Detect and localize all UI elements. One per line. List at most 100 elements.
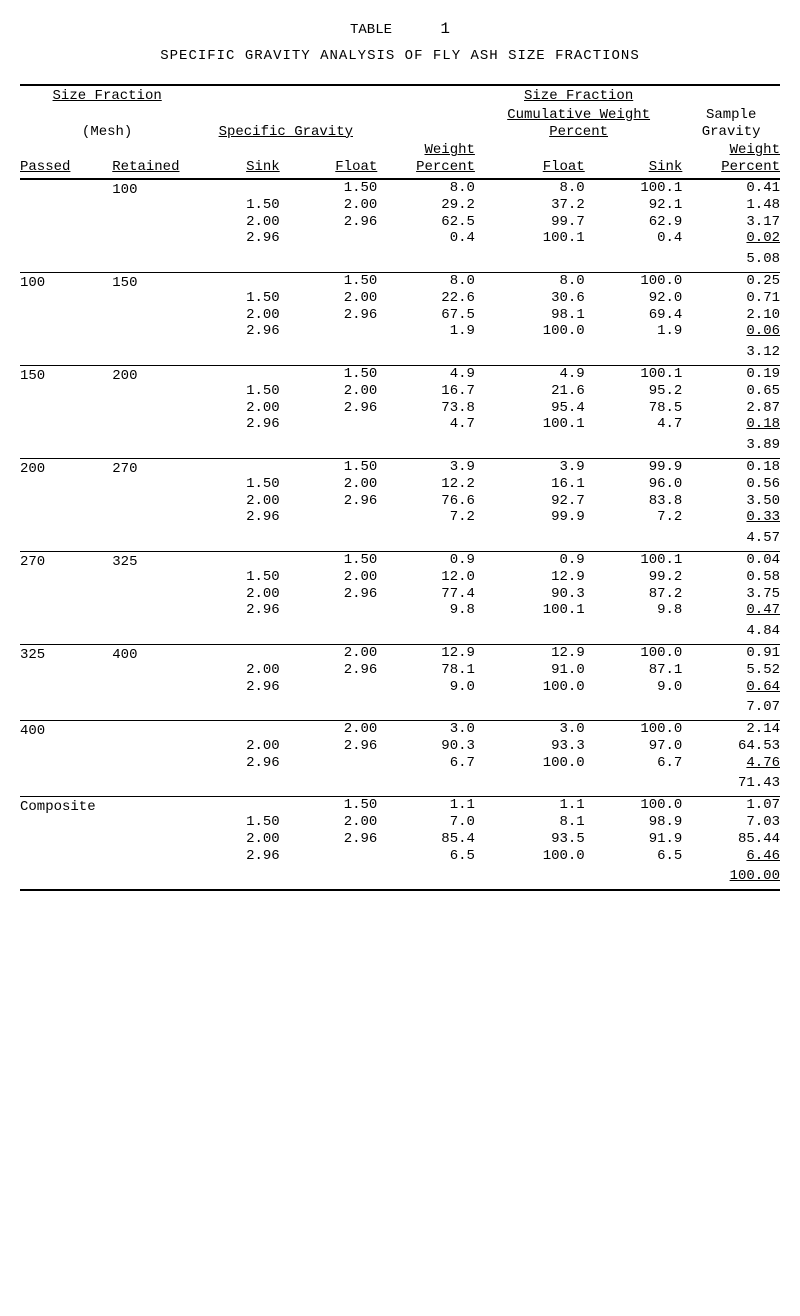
subtotal-value: 5.08 xyxy=(682,247,780,272)
cell-sink xyxy=(194,273,279,290)
cell-sample-gravity: 0.18 xyxy=(682,416,780,433)
cell-sample-gravity: 0.65 xyxy=(682,383,780,400)
cell-cum-sink: 87.1 xyxy=(585,662,683,679)
cell-sample-gravity: 2.87 xyxy=(682,400,780,417)
cell-cum-float: 98.1 xyxy=(475,307,585,324)
cell-sink: 2.00 xyxy=(194,831,279,848)
cell-sink: 2.96 xyxy=(194,602,279,619)
cell-cum-float: 100.1 xyxy=(475,602,585,619)
cell-weight-percent: 6.7 xyxy=(377,755,475,772)
cell-weight-percent: 0.4 xyxy=(377,230,475,247)
cell-float: 2.00 xyxy=(280,814,378,831)
cell-float: 1.50 xyxy=(280,273,378,290)
hdr-mesh: (Mesh) xyxy=(20,107,194,143)
cell-cum-sink: 1.9 xyxy=(585,323,683,340)
cell-retained: 200 xyxy=(112,366,194,433)
cell-cum-sink: 9.8 xyxy=(585,602,683,619)
cell-sink: 2.00 xyxy=(194,493,279,510)
cell-passed: Composite xyxy=(20,797,112,864)
cell-sample-gravity: 0.06 xyxy=(682,323,780,340)
hdr-csink: Sink xyxy=(649,159,683,175)
cell-sample-gravity: 4.76 xyxy=(682,755,780,772)
cell-cum-float: 4.9 xyxy=(475,366,585,383)
cell-cum-sink: 99.2 xyxy=(585,569,683,586)
cell-retained: 150 xyxy=(112,273,194,340)
cell-cum-float: 100.0 xyxy=(475,323,585,340)
cell-weight-percent: 22.6 xyxy=(377,290,475,307)
cell-sample-gravity: 6.46 xyxy=(682,848,780,865)
subtotal-value: 100.00 xyxy=(682,864,780,890)
cell-cum-float: 90.3 xyxy=(475,586,585,603)
hdr-sgwp: WeightPercent xyxy=(721,142,780,175)
cell-cum-float: 93.5 xyxy=(475,831,585,848)
cell-sample-gravity: 1.48 xyxy=(682,197,780,214)
cell-float: 2.96 xyxy=(280,738,378,755)
cell-cum-sink: 62.9 xyxy=(585,214,683,231)
cell-float: 1.50 xyxy=(280,797,378,814)
cell-cum-sink: 97.0 xyxy=(585,738,683,755)
cell-sample-gravity: 0.56 xyxy=(682,476,780,493)
cell-sink: 1.50 xyxy=(194,814,279,831)
table-row: 1001.508.08.0100.10.41 xyxy=(20,180,780,197)
cell-retained: 400 xyxy=(112,645,194,695)
cell-cum-float: 3.9 xyxy=(475,459,585,476)
cell-sample-gravity: 64.53 xyxy=(682,738,780,755)
cell-weight-percent: 76.6 xyxy=(377,493,475,510)
cell-float: 1.50 xyxy=(280,552,378,569)
cell-sink: 2.00 xyxy=(194,400,279,417)
cell-retained: 100 xyxy=(112,180,194,247)
cell-sink xyxy=(194,552,279,569)
cell-weight-percent: 9.0 xyxy=(377,679,475,696)
cell-sink xyxy=(194,645,279,662)
cell-sink: 2.00 xyxy=(194,738,279,755)
cell-weight-percent: 1.1 xyxy=(377,797,475,814)
table-body: 1001.508.08.0100.10.411.502.0029.237.292… xyxy=(20,179,780,891)
cell-passed: 325 xyxy=(20,645,112,695)
cell-cum-sink: 0.4 xyxy=(585,230,683,247)
cell-weight-percent: 9.8 xyxy=(377,602,475,619)
subtotal-row: 4.57 xyxy=(20,526,780,551)
cell-sample-gravity: 0.33 xyxy=(682,509,780,526)
cell-cum-float: 16.1 xyxy=(475,476,585,493)
cell-cum-sink: 92.1 xyxy=(585,197,683,214)
cell-sink: 2.96 xyxy=(194,323,279,340)
hdr-sink: Sink xyxy=(246,159,280,175)
cell-weight-percent: 7.2 xyxy=(377,509,475,526)
cell-cum-sink: 98.9 xyxy=(585,814,683,831)
cell-float: 2.96 xyxy=(280,586,378,603)
cell-cum-float: 99.7 xyxy=(475,214,585,231)
cell-cum-sink: 91.9 xyxy=(585,831,683,848)
cell-weight-percent: 16.7 xyxy=(377,383,475,400)
cell-float: 2.96 xyxy=(280,831,378,848)
cell-sample-gravity: 0.02 xyxy=(682,230,780,247)
cell-sample-gravity: 1.07 xyxy=(682,797,780,814)
subtotal-value: 4.84 xyxy=(682,619,780,644)
cell-float: 2.00 xyxy=(280,476,378,493)
cell-weight-percent: 90.3 xyxy=(377,738,475,755)
cell-sample-gravity: 0.19 xyxy=(682,366,780,383)
cell-sample-gravity: 7.03 xyxy=(682,814,780,831)
cell-sample-gravity: 0.18 xyxy=(682,459,780,476)
cell-passed: 270 xyxy=(20,552,112,619)
cell-float xyxy=(280,679,378,696)
subtotal-row: 3.89 xyxy=(20,433,780,458)
cell-sink: 1.50 xyxy=(194,383,279,400)
cell-float: 2.96 xyxy=(280,307,378,324)
cell-passed: 100 xyxy=(20,273,112,340)
cell-cum-float: 8.0 xyxy=(475,273,585,290)
cell-cum-float: 21.6 xyxy=(475,383,585,400)
cell-float xyxy=(280,602,378,619)
hdr-specific-gravity: Specific Gravity xyxy=(219,124,353,140)
subtotal-value: 4.57 xyxy=(682,526,780,551)
table-row: 2703251.500.90.9100.10.04 xyxy=(20,552,780,569)
cell-sample-gravity: 85.44 xyxy=(682,831,780,848)
cell-sink: 2.96 xyxy=(194,230,279,247)
cell-float: 2.96 xyxy=(280,493,378,510)
cell-sink: 2.96 xyxy=(194,848,279,865)
cell-weight-percent: 78.1 xyxy=(377,662,475,679)
cell-retained xyxy=(112,721,194,771)
cell-weight-percent: 62.5 xyxy=(377,214,475,231)
cell-retained: 270 xyxy=(112,459,194,526)
subtotal-value: 7.07 xyxy=(682,695,780,720)
cell-cum-float: 99.9 xyxy=(475,509,585,526)
